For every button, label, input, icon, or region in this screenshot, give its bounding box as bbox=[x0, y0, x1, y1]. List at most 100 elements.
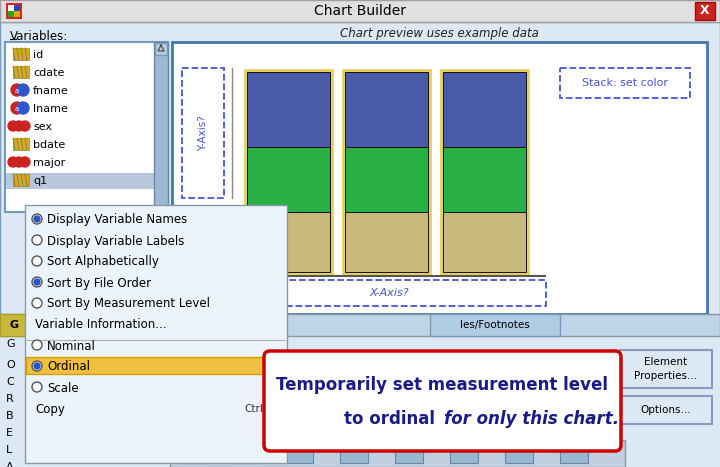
Text: X: X bbox=[700, 5, 710, 17]
Bar bbox=[14, 5, 20, 11]
Text: sex: sex bbox=[33, 122, 52, 132]
Circle shape bbox=[11, 84, 23, 96]
Text: L: L bbox=[6, 445, 12, 455]
Text: q1: q1 bbox=[33, 176, 47, 186]
Text: Temporarily set measurement level: Temporarily set measurement level bbox=[276, 376, 608, 394]
Text: fname: fname bbox=[33, 86, 68, 96]
Text: a: a bbox=[15, 106, 19, 112]
Circle shape bbox=[32, 298, 42, 308]
Bar bbox=[13, 48, 29, 60]
Bar bbox=[0, 336, 720, 467]
Text: Chart Builder: Chart Builder bbox=[314, 4, 406, 18]
Text: A: A bbox=[6, 462, 14, 467]
Bar bbox=[180, 443, 208, 463]
Bar bbox=[245, 70, 332, 274]
Bar bbox=[5, 42, 168, 212]
Bar bbox=[0, 314, 720, 336]
Bar bbox=[182, 68, 224, 198]
Circle shape bbox=[11, 102, 23, 114]
Bar bbox=[345, 212, 428, 272]
Circle shape bbox=[32, 277, 42, 287]
Text: Stack: set color: Stack: set color bbox=[582, 78, 668, 88]
Circle shape bbox=[8, 157, 18, 167]
Bar bbox=[443, 212, 526, 272]
Circle shape bbox=[34, 216, 40, 222]
Circle shape bbox=[20, 157, 30, 167]
Text: id: id bbox=[33, 50, 43, 60]
Text: a: a bbox=[15, 88, 19, 94]
Bar bbox=[247, 147, 330, 212]
Bar bbox=[172, 42, 707, 314]
Text: bdate: bdate bbox=[33, 140, 66, 150]
Text: O: O bbox=[6, 360, 14, 370]
Text: G: G bbox=[6, 339, 14, 349]
Text: Variable Information...: Variable Information... bbox=[35, 318, 166, 332]
Bar bbox=[232, 280, 546, 306]
Bar bbox=[247, 72, 330, 147]
Bar bbox=[560, 68, 690, 98]
Text: Display Variable Names: Display Variable Names bbox=[47, 213, 187, 226]
Bar bbox=[230, 443, 258, 463]
Bar bbox=[8, 5, 14, 11]
Circle shape bbox=[32, 256, 42, 266]
Bar bbox=[155, 43, 167, 55]
Bar bbox=[620, 396, 712, 424]
Circle shape bbox=[8, 121, 18, 131]
Text: Variables:: Variables: bbox=[10, 29, 68, 42]
Circle shape bbox=[34, 279, 40, 285]
Bar bbox=[170, 440, 625, 467]
Text: Options...: Options... bbox=[641, 405, 691, 415]
Bar bbox=[13, 174, 29, 186]
Text: E: E bbox=[6, 428, 13, 438]
Text: Element
Properties...: Element Properties... bbox=[634, 357, 698, 381]
Bar bbox=[8, 11, 14, 17]
Circle shape bbox=[17, 102, 29, 114]
Text: R: R bbox=[6, 394, 14, 404]
Text: Sort By Measurement Level: Sort By Measurement Level bbox=[47, 297, 210, 311]
Bar bbox=[154, 42, 168, 212]
Circle shape bbox=[32, 340, 42, 350]
Bar bbox=[345, 147, 428, 212]
Circle shape bbox=[14, 121, 24, 131]
Bar bbox=[25, 205, 287, 463]
Circle shape bbox=[32, 361, 42, 371]
Text: Sort By File Order: Sort By File Order bbox=[47, 276, 151, 290]
Text: lname: lname bbox=[33, 104, 68, 114]
Circle shape bbox=[20, 121, 30, 131]
Text: Y-Axis?: Y-Axis? bbox=[198, 115, 208, 151]
Bar bbox=[0, 0, 720, 22]
Text: Chart preview uses example data: Chart preview uses example data bbox=[340, 27, 539, 40]
Circle shape bbox=[32, 235, 42, 245]
Bar bbox=[505, 443, 533, 463]
Text: les/Footnotes: les/Footnotes bbox=[460, 320, 530, 330]
Bar bbox=[620, 350, 712, 388]
Bar bbox=[0, 314, 28, 336]
Bar bbox=[340, 443, 368, 463]
Text: C: C bbox=[6, 377, 14, 387]
Text: to ordinal: to ordinal bbox=[343, 410, 441, 428]
Circle shape bbox=[32, 382, 42, 392]
Bar bbox=[443, 72, 526, 147]
Bar bbox=[285, 443, 313, 463]
Bar bbox=[450, 443, 478, 463]
Bar bbox=[345, 72, 428, 147]
Text: Nominal: Nominal bbox=[47, 340, 96, 353]
Bar bbox=[247, 212, 330, 272]
Bar bbox=[430, 314, 560, 336]
Bar bbox=[14, 11, 20, 17]
Text: Ordinal: Ordinal bbox=[47, 361, 90, 374]
Text: Display Variable Labels: Display Variable Labels bbox=[47, 234, 184, 248]
Bar bbox=[13, 138, 29, 150]
Bar bbox=[343, 70, 430, 274]
Bar bbox=[26, 357, 286, 374]
Circle shape bbox=[14, 157, 24, 167]
Bar bbox=[395, 443, 423, 463]
Bar bbox=[695, 2, 715, 20]
FancyBboxPatch shape bbox=[264, 351, 621, 451]
Circle shape bbox=[32, 214, 42, 224]
Bar bbox=[6, 3, 22, 19]
Text: Copy: Copy bbox=[35, 403, 65, 416]
Text: Sort Alphabetically: Sort Alphabetically bbox=[47, 255, 159, 269]
Text: major: major bbox=[33, 158, 66, 168]
Bar bbox=[443, 147, 526, 212]
